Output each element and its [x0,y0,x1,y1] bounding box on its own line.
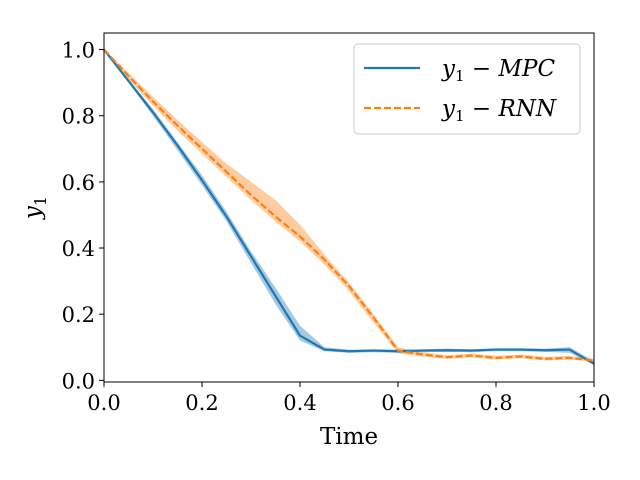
line-series-2 [103,48,595,362]
y-tick-label: 0.4 [62,237,95,261]
legend-box [353,43,581,135]
x-tick-label: 0.0 [87,391,120,415]
x-axis-ticks: 0.0 0.2 0.4 0.6 0.8 1.0 [87,382,611,415]
y-tick-label: 1.0 [62,39,95,63]
series-lines [103,48,595,365]
legend-label-1: y1 − MPC [441,56,555,85]
y-tick-label: 0.8 [62,105,95,129]
line-series-1 [103,48,595,365]
plot-frame [103,32,595,383]
x-tick-label: 0.2 [185,391,218,415]
y-tick-label: 0.0 [62,369,95,393]
x-tick-label: 1.0 [577,391,610,415]
y-tick-label: 0.6 [62,171,95,195]
legend-label-2: y1 − RNN [441,96,557,125]
x-tick-label: 0.4 [283,391,316,415]
legend: y1 − MPC y1 − RNN [353,43,581,135]
y-axis-label-subscript: 1 [31,196,50,206]
x-axis-label: Time [320,424,378,450]
x-tick-label: 0.8 [479,391,512,415]
y-axis-label-text: y [20,205,46,220]
y-axis-label: y1 [20,196,50,220]
y-axis-ticks: 0.0 0.2 0.4 0.6 0.8 1.0 [62,39,104,393]
y-tick-label: 0.2 [62,303,95,327]
x-tick-label: 0.6 [381,391,414,415]
